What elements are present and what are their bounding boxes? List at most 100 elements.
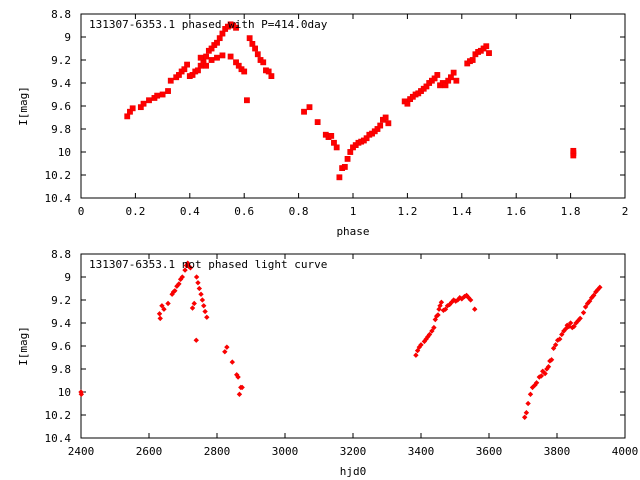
data-point: [184, 61, 190, 68]
x-tick-label: 1.2: [397, 205, 417, 218]
data-point: [161, 306, 167, 312]
x-tick-label: 2400: [68, 445, 95, 458]
data-point: [548, 357, 555, 363]
data-point: [252, 45, 258, 52]
x-tick-label: 0.8: [289, 205, 309, 218]
data-point: [344, 156, 351, 162]
data-point: [129, 105, 136, 112]
data-point: [208, 57, 215, 63]
data-point: [219, 52, 226, 59]
x-tick-label: 1.4: [452, 205, 472, 218]
y-tick-label: 10.2: [45, 409, 72, 422]
data-point: [527, 391, 534, 397]
y-tick-label: 10: [58, 386, 71, 399]
y-tick-label: 9.4: [51, 317, 71, 330]
x-tick-label: 0.2: [125, 205, 145, 218]
plot-frame: [80, 253, 626, 439]
data-point: [241, 68, 248, 75]
data-point: [550, 345, 557, 351]
data-point: [176, 281, 182, 287]
data-point: [328, 133, 335, 139]
y-tick-label: 9.2: [51, 294, 71, 307]
data-point: [195, 280, 201, 286]
data-point: [236, 391, 243, 397]
data-point: [165, 88, 171, 94]
data-point: [193, 337, 199, 343]
data-point: [453, 77, 460, 84]
y-tick-label: 9.6: [51, 100, 71, 113]
data-point: [586, 298, 593, 304]
data-point: [336, 174, 343, 181]
data-point: [557, 336, 563, 342]
data-point: [431, 324, 437, 331]
x-tick-label: 3200: [340, 445, 367, 458]
data-point: [268, 73, 275, 79]
data-point: [179, 274, 186, 280]
x-tick-label: 2600: [136, 445, 163, 458]
x-tick-label: 1.8: [561, 205, 581, 218]
data-point: [159, 91, 166, 98]
data-point: [154, 92, 161, 99]
data-point: [414, 347, 421, 354]
data-point: [426, 331, 433, 338]
plot-frame: [80, 13, 626, 199]
data-point: [545, 364, 552, 370]
x-tick-label: 0.6: [234, 205, 254, 218]
data-point: [172, 288, 178, 294]
x-tick-label: 3000: [272, 445, 299, 458]
data-point: [418, 342, 424, 348]
data-point: [224, 344, 230, 350]
data-point: [239, 384, 245, 391]
x-tick-label: 3600: [476, 445, 503, 458]
y-axis-title: I[mag]: [17, 326, 30, 366]
x-tick-label: 0: [78, 205, 85, 218]
data-point: [197, 54, 204, 61]
y-tick-label: 9.8: [51, 123, 71, 136]
data-point: [591, 292, 597, 299]
y-tick-label: 10.4: [45, 192, 72, 205]
data-point: [525, 400, 531, 407]
data-point: [165, 300, 171, 307]
data-point: [483, 43, 490, 50]
data-point: [459, 296, 465, 302]
x-tick-label: 3400: [408, 445, 435, 458]
x-axis-title: phase: [336, 225, 369, 238]
data-point: [306, 104, 313, 111]
y-tick-label: 9.6: [51, 340, 71, 353]
data-point: [196, 285, 203, 292]
data-point: [199, 297, 206, 303]
data-point: [227, 53, 234, 60]
data-point: [146, 97, 152, 104]
data-point: [571, 323, 577, 330]
data-point: [202, 308, 208, 315]
data-point: [140, 100, 147, 107]
y-tick-label: 9: [64, 271, 71, 284]
plot-title: 131307-6353.1 not phased light curve: [89, 258, 327, 271]
x-tick-label: 2800: [204, 445, 231, 458]
data-point: [187, 265, 194, 271]
data-point: [472, 306, 478, 312]
data-point: [222, 349, 228, 355]
data-point: [542, 370, 548, 377]
data-point: [314, 119, 321, 125]
data-point: [244, 97, 250, 104]
data-point: [201, 303, 207, 309]
data-point: [233, 24, 239, 31]
x-tick-label: 3800: [544, 445, 571, 458]
data-point: [341, 164, 348, 170]
data-point: [229, 359, 235, 365]
x-axis-title: hjd0: [340, 465, 367, 478]
x-tick-label: 2: [622, 205, 629, 218]
data-point: [385, 120, 392, 127]
x-tick-label: 4000: [612, 445, 639, 458]
data-point: [469, 57, 476, 63]
data-point: [301, 108, 307, 115]
unphased-light-curve-plot: 2400 2600 2800 3000 3200 3400 3600 3800 4000 8.8 9…: [17, 248, 638, 478]
x-tick-label: 1: [350, 205, 357, 218]
data-point: [438, 299, 445, 305]
x-tick-label: 0.4: [180, 205, 200, 218]
data-point: [382, 114, 389, 121]
data-point: [235, 374, 241, 380]
y-tick-label: 10: [58, 146, 71, 159]
